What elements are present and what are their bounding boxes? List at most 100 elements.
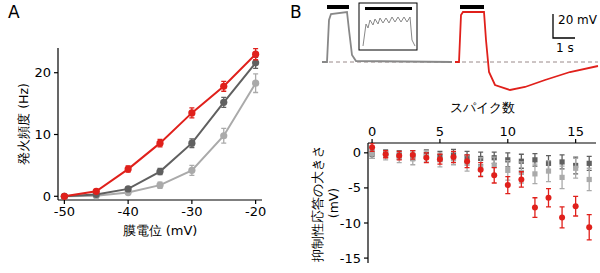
error-bar [424, 153, 429, 163]
stim-bar [460, 5, 484, 9]
y-tick [54, 72, 58, 73]
point [396, 153, 402, 159]
point [220, 83, 227, 90]
point [125, 166, 132, 173]
point [220, 132, 227, 139]
inset-trace [363, 17, 415, 46]
y-tick-label: 10 [34, 127, 51, 142]
series-line [64, 83, 255, 196]
voltage-traces: 20 mV1 s [322, 3, 598, 90]
error-bar [478, 163, 483, 177]
x-tick-label: 5 [436, 124, 444, 139]
point [410, 152, 416, 158]
point [156, 182, 163, 189]
point [573, 203, 579, 209]
panel-label: A [8, 2, 20, 22]
x-tick-label: -30 [181, 204, 202, 219]
error-bar [492, 168, 497, 183]
x-tick-label: -20 [245, 204, 266, 219]
stim-bar [327, 5, 349, 9]
error-bar [465, 155, 470, 168]
trace [455, 12, 598, 90]
y-axis-label: 発火頻度 (Hz) [16, 83, 31, 165]
x-tick-label: 10 [500, 124, 517, 139]
error-bar [397, 151, 402, 162]
point [61, 193, 68, 200]
x-axis [368, 142, 596, 143]
point [464, 158, 470, 164]
point [505, 168, 510, 173]
error-bar [587, 215, 592, 240]
point [437, 156, 443, 162]
point [559, 159, 564, 164]
plot-area [61, 49, 259, 200]
point [587, 161, 592, 166]
x-tick [575, 139, 576, 143]
point [252, 80, 259, 87]
x-axis-label: スパイク数 [450, 100, 515, 115]
y-tick-label: -10 [340, 216, 361, 231]
point [93, 188, 100, 195]
panel: A-50-40-30-2001020膜電位 (mV)発火頻度 (Hz) [8, 2, 266, 238]
y-tick [364, 152, 368, 153]
y-tick-label: -15 [340, 251, 361, 266]
x-tick-label: -50 [54, 204, 75, 219]
y-tick [364, 187, 368, 188]
panel-label: B [290, 2, 302, 22]
stim-bar [365, 7, 412, 10]
error-bar [519, 172, 524, 187]
error-bar [573, 158, 578, 178]
error-bar [383, 150, 388, 157]
x-tick [371, 139, 372, 143]
y-tick-label: 0 [43, 189, 51, 204]
point [156, 168, 163, 175]
error-bar [397, 151, 402, 159]
point [188, 167, 195, 174]
x-tick-label: 15 [567, 124, 584, 139]
error-bar [465, 156, 470, 171]
error-bar [532, 198, 537, 218]
y-tick-label: 20 [34, 65, 51, 80]
point [573, 166, 578, 171]
error-bar [451, 152, 456, 165]
point [369, 144, 375, 150]
point [61, 193, 68, 200]
point [532, 171, 537, 176]
point [478, 167, 484, 173]
point [220, 99, 227, 106]
error-bar [424, 151, 429, 162]
point [252, 51, 259, 58]
y-axis [367, 143, 368, 263]
point [586, 224, 592, 230]
scale-label: 1 s [556, 41, 574, 55]
y-axis-label-line: 発火頻度 (Hz) [16, 83, 31, 165]
error-bar [587, 168, 592, 190]
point [125, 185, 132, 192]
panel: B0510150-5-10-15スパイク数抑制性応答の大きさ(mV)20 mV1… [290, 2, 598, 266]
y-tick [364, 222, 368, 223]
error-bar [532, 164, 537, 184]
x-tick [507, 139, 508, 143]
series-line [64, 54, 255, 196]
error-bar [370, 143, 375, 151]
y-tick [54, 196, 58, 197]
x-tick [439, 139, 440, 143]
error-bar [560, 166, 565, 188]
error-bar [410, 151, 415, 159]
baseline [455, 62, 598, 63]
point [587, 177, 592, 182]
point [188, 109, 195, 116]
plot-area [369, 143, 592, 240]
inset [359, 3, 417, 50]
point [532, 157, 537, 162]
point [559, 214, 565, 220]
error-bar [560, 207, 565, 228]
x-tick-label: -40 [118, 204, 139, 219]
point [61, 193, 68, 200]
error-bar [505, 177, 510, 194]
point [369, 152, 374, 157]
point [559, 175, 564, 180]
point [188, 140, 195, 147]
y-axis-label-line: (mV) [326, 188, 341, 218]
error-bar [478, 158, 483, 176]
